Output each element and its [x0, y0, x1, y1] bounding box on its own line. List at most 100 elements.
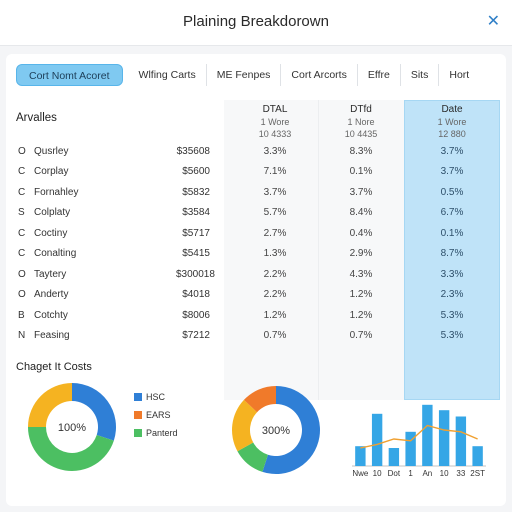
row-name: Coctiny: [34, 228, 68, 239]
donut-chart-2: 300%: [232, 386, 320, 474]
column-header-1[interactable]: DTAL 1 Wore 10 4333: [232, 104, 318, 140]
donut-slice: [28, 427, 114, 471]
x-tick-label: 10: [440, 469, 449, 478]
legend-label: EARS: [146, 410, 171, 420]
row-value-2: 4.3%: [349, 269, 373, 280]
row-value-3: 8.7%: [440, 248, 464, 259]
row-value-1: 1.3%: [263, 248, 287, 259]
row-amount: $5832: [182, 187, 210, 198]
row-amount: $3584: [182, 207, 210, 218]
row-amount: $5415: [182, 248, 210, 259]
row-letter: C: [18, 228, 26, 239]
bar: [438, 410, 450, 466]
x-tick-label: 33: [456, 469, 465, 478]
row-value-3: 0.5%: [440, 187, 464, 198]
table-row[interactable]: O Taytery $300018 2.2% 4.3% 3.3%: [6, 265, 506, 285]
tab-sits[interactable]: Sits: [401, 64, 440, 86]
tab-wlfing-carts[interactable]: Wlfing Carts: [129, 64, 207, 86]
column-header-sub: 1 Wore: [260, 117, 290, 127]
table-row[interactable]: S Colplaty $3584 5.7% 8.4% 6.7%: [6, 203, 506, 223]
row-amount: $8006: [182, 310, 210, 321]
tab-cort-nomt-acoret[interactable]: Cort Nomt Acoret: [16, 64, 123, 86]
row-name: Cotchty: [34, 310, 68, 321]
column-band-highlighted: [404, 100, 500, 400]
section-title: Chaget It Costs: [16, 361, 92, 373]
bar: [422, 404, 433, 466]
row-value-2: 8.4%: [349, 207, 373, 218]
row-value-3: 3.7%: [440, 146, 464, 157]
table-row[interactable]: C Corplay $5600 7.1% 0.1% 3.7%: [6, 162, 506, 182]
row-letter: C: [18, 248, 26, 259]
x-tick-label: 10: [373, 469, 382, 478]
row-letter: C: [18, 166, 26, 177]
row-letter: B: [18, 310, 25, 321]
row-value-1: 2.2%: [263, 289, 287, 300]
x-tick-label: An: [422, 469, 432, 478]
tab-cort-arcorts[interactable]: Cort Arcorts: [281, 64, 358, 86]
row-value-3: 3.3%: [440, 269, 464, 280]
table-row[interactable]: C Conalting $5415 1.3% 2.9% 8.7%: [6, 244, 506, 264]
column-header-3[interactable]: Date 1 Wore 12 880: [404, 104, 500, 140]
row-amount: $300018: [176, 269, 215, 280]
tab-me-fenpes[interactable]: ME Fenpes: [207, 64, 282, 86]
column-header-2[interactable]: DTfd 1 Nore 10 4435: [318, 104, 404, 140]
column-header-sub: 10 4435: [344, 129, 378, 139]
row-value-1: 2.2%: [263, 269, 287, 280]
donut-center-label: 100%: [58, 422, 86, 434]
column-header-name: Date: [441, 104, 463, 115]
row-letter: O: [18, 289, 26, 300]
row-name: Anderty: [34, 289, 69, 300]
table-row[interactable]: C Coctiny $5717 2.7% 0.4% 0.1%: [6, 224, 506, 244]
row-value-1: 5.7%: [263, 207, 287, 218]
row-value-2: 1.2%: [349, 310, 373, 321]
row-letter: O: [18, 146, 26, 157]
row-value-1: 3.3%: [263, 146, 287, 157]
bar: [405, 431, 416, 466]
row-amount: $5600: [182, 166, 210, 177]
tab-hort[interactable]: Hort: [449, 69, 470, 81]
table-row[interactable]: O Anderty $4018 2.2% 1.2% 2.3%: [6, 285, 506, 305]
table-row[interactable]: C Fornahley $5832 3.7% 3.7% 0.5%: [6, 183, 506, 203]
column-header-sub: 12 880: [438, 129, 466, 139]
row-value-3: 0.1%: [440, 228, 464, 239]
column-header-sub: 10 4333: [258, 129, 292, 139]
legend-swatch: [134, 411, 142, 419]
legend-label: HSC: [146, 392, 166, 402]
bar: [355, 446, 366, 466]
row-amount: $4018: [182, 289, 210, 300]
column-band-1: [224, 100, 318, 400]
row-letter: O: [18, 269, 26, 280]
row-letter: N: [18, 330, 26, 341]
x-tick-label: Dot: [388, 469, 401, 478]
table-row[interactable]: N Feasing $7212 0.7% 0.7% 5.3%: [6, 326, 506, 346]
donut-slice: [243, 386, 276, 413]
table-row[interactable]: O Qusrley $35608 3.3% 8.3% 3.7%: [6, 142, 506, 162]
donut-slice: [262, 386, 320, 474]
row-letter: S: [18, 207, 25, 218]
row-value-2: 2.9%: [349, 248, 373, 259]
column-band-2: [318, 100, 404, 400]
legend-item: EARS: [134, 406, 178, 424]
row-value-1: 3.7%: [263, 187, 287, 198]
row-name: Conalting: [34, 248, 77, 259]
table-row[interactable]: B Cotchty $8006 1.2% 1.2% 5.3%: [6, 306, 506, 326]
chart-legend: HSC EARS Panterd: [134, 388, 178, 442]
row-name: Corplay: [34, 166, 69, 177]
close-icon[interactable]: ✕: [486, 11, 500, 30]
column-header-name: DTfd: [350, 104, 372, 115]
column-header-name: DTAL: [262, 104, 288, 115]
row-value-2: 3.7%: [349, 187, 373, 198]
row-amount: $35608: [176, 146, 210, 157]
row-amount: $5717: [182, 228, 210, 239]
legend-item: HSC: [134, 388, 178, 406]
row-value-3: 6.7%: [440, 207, 464, 218]
tab-effre[interactable]: Effre: [358, 64, 401, 86]
row-amount: $7212: [182, 330, 210, 341]
x-tick-label: Nwe: [352, 469, 369, 478]
donut-slice: [237, 442, 268, 472]
row-value-2: 0.7%: [349, 330, 373, 341]
trend-line: [360, 424, 478, 449]
row-name: Feasing: [34, 330, 70, 341]
x-tick-label: 2ST: [470, 469, 485, 478]
bar: [371, 413, 383, 466]
